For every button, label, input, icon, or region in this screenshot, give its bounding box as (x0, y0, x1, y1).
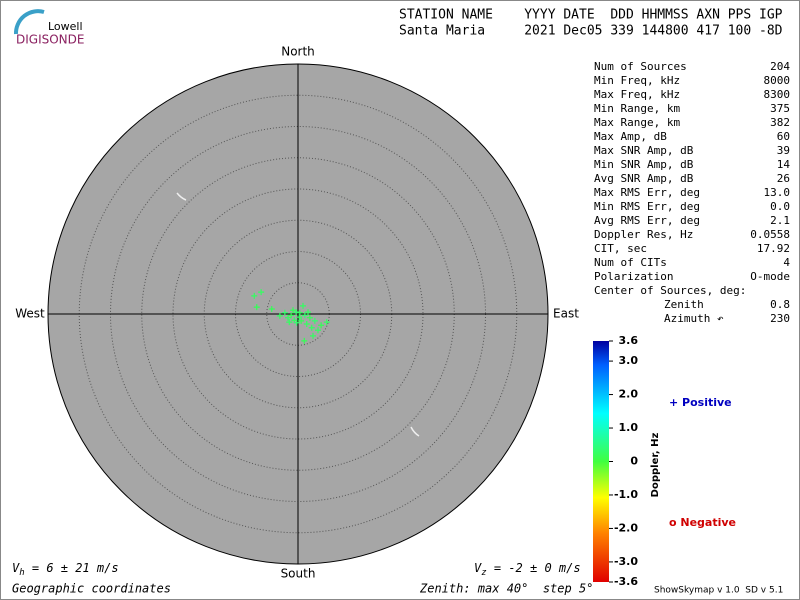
east-label: East (553, 307, 579, 321)
stat-label: Doppler Res, Hz (594, 228, 693, 241)
artifact (410, 426, 420, 437)
stat-label: Max RMS Err, deg (594, 186, 700, 199)
stat-label: Azimuth ↶ (664, 312, 724, 325)
logo-bottom: DIGISONDE (16, 33, 84, 47)
stat-section-title: Center of Sources, deg: (594, 284, 746, 297)
logo-top: Lowell (48, 20, 83, 33)
stat-label: Min Range, km (594, 102, 680, 115)
zenith-text: Zenith: max 40° step 5° (419, 582, 593, 596)
source-point (305, 309, 311, 316)
stat-value: 60 (777, 130, 790, 143)
stat-value: 13.0 (764, 186, 791, 199)
stat-label: Max Amp, dB (594, 130, 667, 143)
south-label: South (281, 567, 316, 581)
legend-positive: + Positive (669, 396, 732, 409)
north-label: North (281, 45, 315, 59)
source-point (251, 292, 258, 299)
source-point (281, 309, 288, 316)
stat-label: Max SNR Amp, dB (594, 144, 694, 157)
vz-text: Vz = -2 ± 0 m/s (474, 561, 581, 578)
source-point (306, 314, 313, 321)
stat-value: O-mode (750, 270, 790, 283)
stat-label: Min SNR Amp, dB (594, 158, 694, 171)
stat-value: 4 (783, 256, 790, 269)
stat-value: 26 (777, 172, 790, 185)
stat-label: Min Freq, kHz (594, 74, 680, 87)
stat-value: 0.0 (770, 200, 790, 213)
colorbar-tick-label: -2.0 (614, 521, 638, 534)
stat-label: Min RMS Err, deg (594, 200, 700, 213)
artifact (176, 192, 187, 201)
stat-value: 382 (770, 116, 790, 129)
stat-value: 0.0558 (750, 228, 790, 241)
source-point (303, 321, 310, 327)
source-point (290, 307, 296, 314)
source-point (315, 327, 321, 334)
colorbar-title: Doppler, Hz (650, 433, 661, 498)
source-point (286, 319, 293, 326)
colorbar-tick-label: 1.0 (619, 421, 639, 434)
colorbar-tick-label: 3.6 (619, 334, 639, 347)
header-line: Santa Maria 2021 Dec05 339 144800 417 10… (399, 24, 783, 39)
source-point (318, 322, 325, 329)
stat-value: 204 (770, 60, 790, 73)
source-point (253, 304, 260, 311)
source-point (308, 324, 315, 331)
colorbar-tick-label: -3.6 (614, 575, 638, 588)
colorbar-tick-label: 2.0 (619, 388, 639, 401)
source-point (301, 337, 308, 344)
source-point (258, 289, 265, 296)
stat-value: 2.1 (770, 214, 790, 227)
logo-arc (13, 9, 45, 35)
source-point (296, 314, 303, 321)
stat-value: 8000 (764, 74, 791, 87)
stat-label: Polarization (594, 270, 673, 283)
source-point (298, 317, 305, 324)
stat-value: 375 (770, 102, 790, 115)
source-point (300, 302, 306, 309)
stat-value: 8300 (764, 88, 791, 101)
header-line: STATION NAME YYYY DATE DDD HHMMSS AXN PP… (399, 8, 783, 23)
stat-label: Avg RMS Err, deg (594, 214, 700, 227)
stat-value: 0.8 (770, 298, 790, 311)
source-point (296, 309, 303, 316)
stat-value: 17.92 (757, 242, 790, 255)
source-point (268, 306, 275, 312)
source-point (285, 314, 291, 321)
colorbar-tick-label: -3.0 (614, 555, 638, 568)
stat-value: 230 (770, 312, 790, 325)
coords-text: Geographic coordinates (12, 582, 171, 596)
source-point (310, 332, 316, 339)
stat-label: Num of CITs (594, 256, 667, 269)
stat-label: Zenith (664, 298, 704, 311)
source-point (276, 312, 283, 319)
stat-label: Avg SNR Amp, dB (594, 172, 694, 185)
source-point (288, 312, 295, 319)
source-point (301, 312, 308, 319)
stat-label: CIT, sec (594, 242, 647, 255)
source-point (293, 319, 300, 326)
west-label: West (15, 307, 45, 321)
stat-label: Num of Sources (594, 60, 687, 73)
colorbar-tick-label: -1.0 (614, 488, 638, 501)
vh-text: Vh = 6 ± 21 m/s (12, 561, 119, 578)
colorbar-tick-label: 3.0 (619, 354, 639, 367)
legend-negative: o Negative (669, 516, 736, 529)
colorbar (593, 341, 609, 582)
stat-label: Max Range, km (594, 116, 680, 129)
stat-value: 14 (777, 158, 791, 171)
source-point (311, 317, 318, 324)
version-text: ShowSkymap v 1.0 SD v 5.1 (654, 586, 783, 596)
source-point (323, 319, 330, 326)
stat-value: 39 (777, 144, 790, 157)
stat-label: Max Freq, kHz (594, 88, 680, 101)
source-point (293, 309, 300, 316)
colorbar-tick-label: 0 (630, 455, 638, 468)
